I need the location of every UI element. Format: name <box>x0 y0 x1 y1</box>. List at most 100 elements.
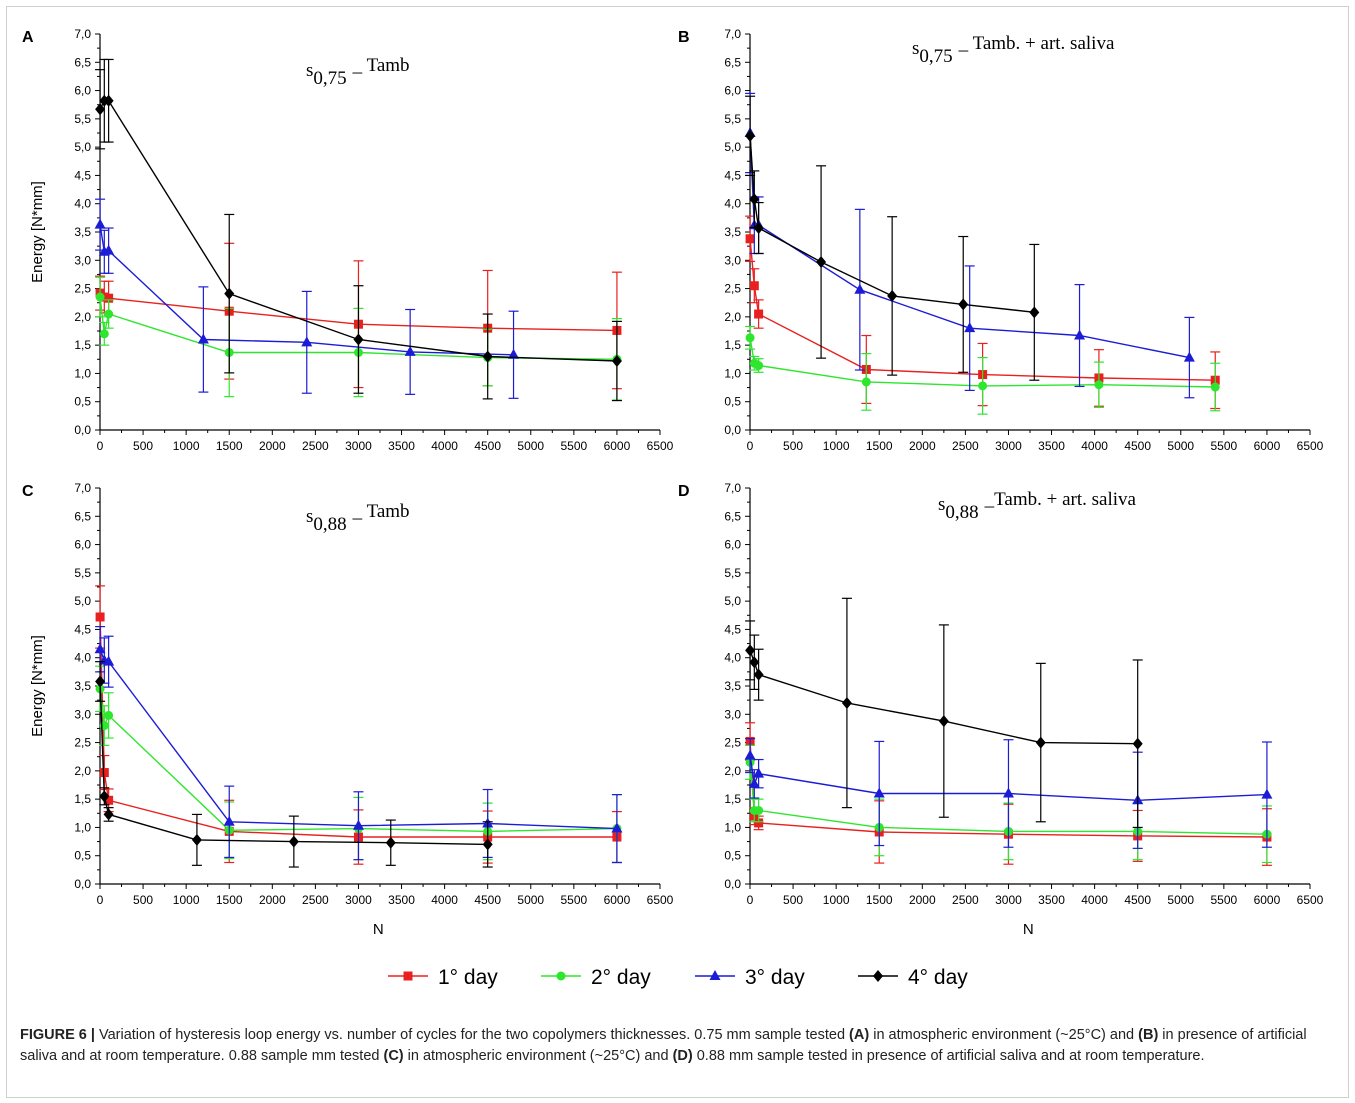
legend-item: 1° day <box>388 966 498 989</box>
data-point <box>104 293 114 303</box>
x-tick-label: 2500 <box>952 893 979 907</box>
data-point <box>854 283 866 294</box>
legend-label: 3° day <box>745 966 805 989</box>
data-point <box>745 333 755 343</box>
y-tick-label: 0,5 <box>724 849 741 863</box>
data-point <box>1094 380 1104 390</box>
x-tick-label: 5500 <box>560 893 587 907</box>
y-tick-label: 3,0 <box>74 253 91 267</box>
caption-part-4: in presence of artificial saliva and at … <box>20 1027 1307 1064</box>
data-point <box>753 767 765 778</box>
y-tick-label: 2,0 <box>724 310 741 324</box>
series-4-day <box>95 58 622 402</box>
y-tick-label: 0,5 <box>74 395 91 409</box>
chart-panel-b: 0,0 0,5 1,0 1,5 2,0 2,5 3,0 3,5 4,0 4,5 5,0 5,5 6,0 6… <box>678 27 1324 453</box>
data-point <box>1035 736 1046 749</box>
legend-label: 1° day <box>438 966 498 989</box>
legend-item: 2° day <box>541 966 651 989</box>
data-point <box>482 838 493 851</box>
legend-label: 4° day <box>908 966 968 989</box>
y-tick-label: 4,0 <box>74 651 91 665</box>
x-tick-label: 2500 <box>302 439 329 453</box>
chart-title-sub: 0,88 <box>945 502 978 523</box>
data-point <box>938 715 949 728</box>
series-4-day <box>95 661 493 868</box>
data-point <box>754 805 764 815</box>
x-tick-label: 5000 <box>1167 439 1194 453</box>
chart-title-prefix: s <box>306 506 313 527</box>
x-tick-label: 2000 <box>259 439 286 453</box>
data-point <box>197 333 209 344</box>
data-point <box>749 656 760 669</box>
x-tick-label: 2000 <box>909 439 936 453</box>
x-tick-label: 5500 <box>1210 439 1237 453</box>
x-tick-label: 4500 <box>474 439 501 453</box>
x-tick-label: 5500 <box>560 439 587 453</box>
x-tick-label: 3500 <box>388 893 415 907</box>
x-axis-label: N <box>373 921 384 938</box>
legend-item: 4° day <box>858 966 968 989</box>
x-tick-label: 0 <box>747 439 754 453</box>
x-tick-label: 6500 <box>1297 439 1324 453</box>
y-tick-label: 1,5 <box>724 338 741 352</box>
y-tick-label: 2,0 <box>74 764 91 778</box>
caption-part-5: (C) <box>383 1048 404 1064</box>
x-tick-label: 500 <box>783 893 803 907</box>
x-tick-label: 1500 <box>216 439 243 453</box>
x-tick-label: 0 <box>97 439 104 453</box>
data-point <box>103 94 114 107</box>
series-3-day <box>744 92 1195 399</box>
data-point <box>301 336 313 347</box>
y-tick-label: 1,5 <box>74 338 91 352</box>
data-point <box>104 309 114 319</box>
x-tick-label: 5500 <box>1210 893 1237 907</box>
x-tick-label: 6500 <box>647 439 674 453</box>
data-point <box>288 835 299 848</box>
x-tick-label: 2000 <box>909 893 936 907</box>
x-tick-label: 500 <box>783 439 803 453</box>
data-point <box>887 289 898 302</box>
data-point <box>352 819 364 830</box>
y-tick-label: 0,0 <box>74 423 91 437</box>
legend-marker <box>873 970 883 982</box>
x-tick-label: 6000 <box>1254 893 1281 907</box>
x-tick-label: 5000 <box>1167 893 1194 907</box>
data-point <box>744 749 756 760</box>
y-tick-label: 1,0 <box>724 366 741 380</box>
x-tick-label: 1500 <box>866 893 893 907</box>
x-tick-label: 5000 <box>517 439 544 453</box>
data-point <box>95 612 105 622</box>
y-tick-label: 6,5 <box>724 55 741 69</box>
x-tick-label: 4500 <box>1124 893 1151 907</box>
y-tick-label: 0,0 <box>74 877 91 891</box>
y-tick-label: 2,0 <box>74 310 91 324</box>
data-point <box>99 329 109 339</box>
figure-frame <box>6 6 1349 1098</box>
y-tick-label: 4,5 <box>74 622 91 636</box>
chart-title-prefix: s <box>938 494 945 515</box>
data-point <box>404 345 416 356</box>
x-tick-label: 3000 <box>995 893 1022 907</box>
caption-text: Variation of hysteresis loop energy vs. … <box>20 1027 1307 1064</box>
y-tick-label: 0,5 <box>74 849 91 863</box>
y-tick-label: 0,0 <box>724 423 741 437</box>
y-tick-label: 0,5 <box>724 395 741 409</box>
data-point <box>1029 306 1040 319</box>
x-tick-label: 3000 <box>995 439 1022 453</box>
series-4-day <box>745 95 1040 381</box>
chart-title-main: _ Tamb. + art. saliva <box>958 33 1115 54</box>
x-tick-label: 3000 <box>345 893 372 907</box>
data-point <box>482 350 493 363</box>
panel-letter: A <box>22 29 34 46</box>
data-point <box>95 103 106 116</box>
caption-part-1: (A) <box>849 1027 870 1043</box>
data-point <box>223 815 235 826</box>
x-tick-label: 4000 <box>431 893 458 907</box>
x-tick-label: 4000 <box>1081 439 1108 453</box>
y-tick-label: 6,0 <box>724 84 741 98</box>
chart-title-sub: 0,75 <box>919 46 952 67</box>
x-tick-label: 6500 <box>647 893 674 907</box>
legend-marker <box>709 970 721 980</box>
y-tick-label: 3,5 <box>74 225 91 239</box>
x-tick-label: 4500 <box>1124 439 1151 453</box>
